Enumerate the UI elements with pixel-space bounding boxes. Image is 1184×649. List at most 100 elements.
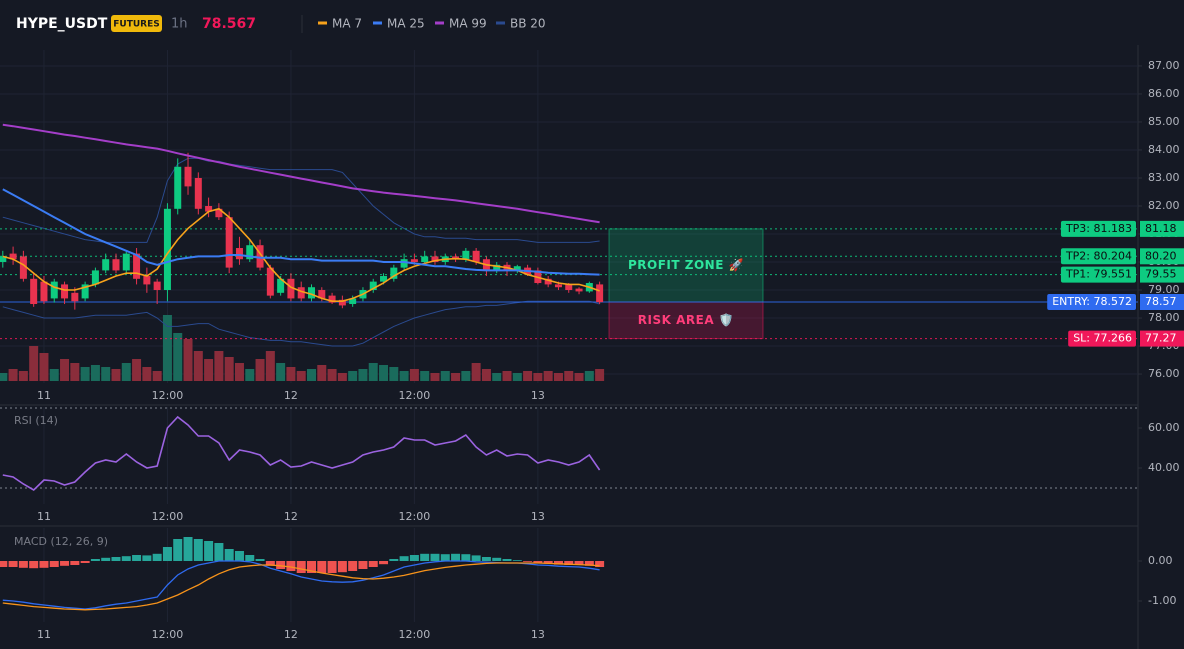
volume-bar <box>461 371 471 381</box>
macd-bar <box>245 555 255 561</box>
x-tick-label: 13 <box>531 628 545 641</box>
level-axis-label: 78.57 <box>1145 295 1177 308</box>
y-tick-label: -1.00 <box>1148 594 1176 607</box>
x-tick-label: 12:00 <box>152 510 184 523</box>
candle-body <box>40 281 48 302</box>
x-tick-label: 12 <box>284 628 298 641</box>
volume-bar <box>307 369 316 381</box>
volume-bar <box>111 369 121 381</box>
volume-bar <box>523 371 533 381</box>
volume-bar <box>533 373 543 381</box>
y-tick-label: 76.00 <box>1148 367 1180 380</box>
interval: 1h <box>171 17 188 32</box>
level-axis-label: 81.18 <box>1145 222 1177 235</box>
x-tick-label: 12 <box>284 510 298 523</box>
y-tick-label: 40.00 <box>1148 461 1180 474</box>
candle-body <box>328 295 336 303</box>
candle-body <box>174 166 182 209</box>
candle-body <box>266 267 274 296</box>
x-tick-label: 11 <box>37 628 51 641</box>
candle-body <box>554 284 562 288</box>
macd-bar <box>80 561 90 563</box>
macd-bar <box>420 553 430 561</box>
legend-label: MA 25 <box>387 17 425 31</box>
level-label: SL: 77.266 <box>1073 332 1132 345</box>
level-axis-bg <box>1140 266 1184 283</box>
zone <box>608 301 764 340</box>
volume-bar <box>430 373 440 381</box>
macd-bar <box>492 557 502 561</box>
volume-bar <box>101 367 111 381</box>
macd-bar <box>255 559 265 561</box>
candle-body <box>544 278 552 285</box>
macd-bar <box>193 539 203 561</box>
macd-bar <box>481 557 491 561</box>
candle-body <box>493 264 501 271</box>
volume-bar <box>358 369 368 381</box>
macd-bar <box>70 561 80 565</box>
macd-bar <box>440 554 450 561</box>
level-axis-label: 77.27 <box>1145 332 1177 345</box>
y-tick-label: 83.00 <box>1148 171 1180 184</box>
macd-bar <box>317 561 327 573</box>
volume-bar <box>389 367 399 381</box>
zone-label: PROFIT ZONE 🚀 <box>628 258 744 272</box>
macd-bar <box>39 561 49 568</box>
macd-bar <box>90 559 100 561</box>
level-label-bg <box>1068 330 1136 347</box>
macd-bar <box>553 561 563 565</box>
volume-bar <box>379 365 389 381</box>
macd-bar <box>152 553 162 561</box>
badge-bg <box>111 15 162 32</box>
macd-bar <box>358 561 368 569</box>
volume-bar <box>39 353 49 381</box>
volume-bar <box>574 373 584 381</box>
macd-bar <box>18 561 28 568</box>
volume-bar <box>348 371 358 381</box>
macd-bar <box>8 561 18 567</box>
x-tick-label: 13 <box>531 510 545 523</box>
volume-bar <box>451 373 461 381</box>
symbol: HYPE_USDT <box>16 16 108 32</box>
macd-bar <box>286 561 296 571</box>
volume-bar <box>90 365 100 381</box>
volume-bar <box>121 363 131 381</box>
y-tick-label: 0.00 <box>1148 554 1173 567</box>
macd-bar <box>574 561 584 565</box>
candle-body <box>122 253 130 271</box>
level-label: TP3: 81.183 <box>1065 222 1132 235</box>
candle-body <box>225 217 233 268</box>
candle-body <box>184 166 192 187</box>
candle-body <box>369 281 377 291</box>
candle-body <box>194 177 202 209</box>
macd-bar <box>296 561 306 573</box>
candle-body <box>61 284 69 299</box>
candle-body <box>338 299 346 306</box>
volume-bar <box>543 371 553 381</box>
level-axis-label: 79.55 <box>1145 268 1177 281</box>
macd-bar <box>430 553 440 561</box>
candle-body <box>431 256 439 263</box>
level-label-bg <box>1060 266 1136 283</box>
badge: FUTURES <box>113 20 159 30</box>
macd-bar <box>101 557 111 561</box>
volume-bar <box>286 367 296 381</box>
candle-body <box>153 281 161 291</box>
legend-label: MA 7 <box>332 17 362 31</box>
macd-bar <box>543 561 553 564</box>
candle-body <box>256 245 264 268</box>
candle-body <box>102 259 110 271</box>
x-tick-label: 11 <box>37 510 51 523</box>
panel-title: MACD (12, 26, 9) <box>14 535 108 548</box>
macd-bar <box>584 561 594 566</box>
level-label: TP2: 80.204 <box>1065 249 1132 262</box>
volume-bar <box>173 333 183 381</box>
volume-bar <box>0 373 8 381</box>
candle-body <box>349 298 357 305</box>
volume-bar <box>70 363 80 381</box>
bb-lower <box>2 300 600 347</box>
volume-bar <box>512 373 522 381</box>
macd-bar <box>523 561 533 562</box>
candle-body <box>513 266 521 271</box>
